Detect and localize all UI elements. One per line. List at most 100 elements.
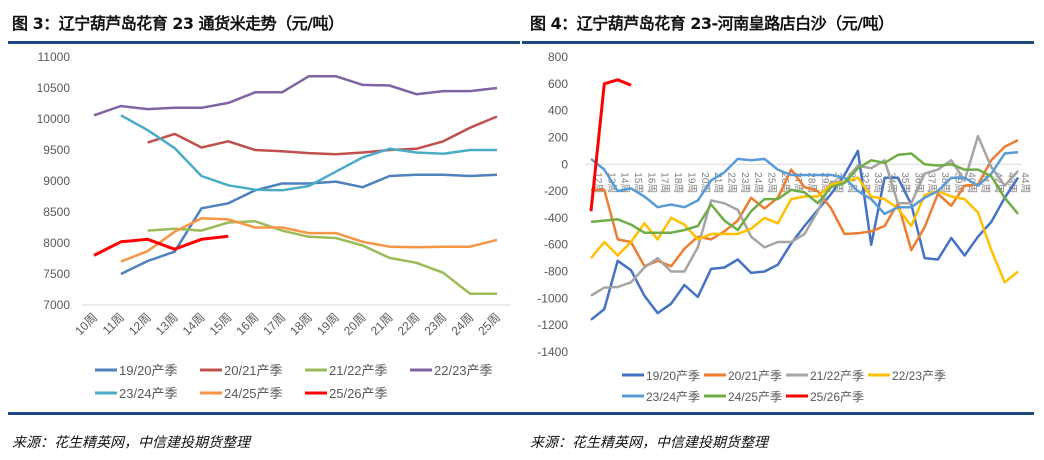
- legend-label: 22/23产季: [434, 363, 493, 378]
- legend-label: 23/24产季: [646, 390, 700, 404]
- x-tick-label: 15周: [207, 310, 235, 338]
- y-tick-label: 200: [548, 130, 568, 144]
- x-tick-label: 12周: [126, 310, 154, 338]
- x-tick-label: 36周: [912, 172, 924, 193]
- x-tick-label: 27周: [792, 172, 804, 193]
- x-tick-label: 17周: [260, 310, 288, 338]
- series-21/22产季: [147, 220, 498, 296]
- y-tick-label: -800: [544, 265, 568, 279]
- x-tick-label: 17周: [659, 172, 671, 193]
- series-line: [120, 216, 498, 263]
- y-tick-label: 400: [548, 104, 568, 118]
- x-tick-label: 18周: [672, 172, 684, 193]
- x-tick-label: 14周: [180, 310, 208, 338]
- x-tick-label: 22周: [395, 310, 423, 338]
- series-line: [93, 74, 498, 117]
- legend-label: 24/25产季: [728, 390, 782, 404]
- y-tick-label: 600: [548, 77, 568, 91]
- x-tick-label: 10周: [72, 310, 100, 338]
- y-tick-label: 10500: [37, 81, 71, 95]
- y-tick-label: 9000: [43, 174, 70, 188]
- legend-item: 25/26产季: [305, 386, 388, 401]
- series-23/24产季: [590, 150, 1019, 216]
- x-tick-label: 44周: [1019, 172, 1031, 193]
- series-line: [589, 78, 632, 212]
- x-tick-label: 15周: [632, 172, 644, 193]
- legend-item: 21/22产季: [305, 363, 388, 378]
- y-tick-label: 8000: [43, 236, 70, 250]
- series-line: [591, 138, 1019, 268]
- x-tick-label: 37周: [926, 172, 938, 193]
- legend-item: 19/20产季: [622, 369, 700, 383]
- legend-label: 25/26产季: [810, 390, 864, 404]
- chart-4-source: 来源：花生精英网，中信建投期货整理: [530, 435, 768, 451]
- y-tick-label: -1000: [537, 291, 568, 305]
- chart-4: -1400 -1200 -1000 -800 -600 -400 -200 0 200 400 60…: [537, 50, 1031, 404]
- series-22/23产季: [93, 74, 498, 117]
- x-tick-label: 13周: [153, 310, 181, 338]
- bottom-rule: [8, 412, 1034, 415]
- legend-item: 19/20产季: [95, 363, 178, 378]
- x-tick-label: 23周: [422, 310, 450, 338]
- legend-item: 21/22产季: [786, 369, 864, 383]
- chart-4-title: 图 4：辽宁葫芦岛花育 23-河南皇路店白沙（元/吨）: [530, 14, 894, 33]
- series-25/26产季: [589, 78, 632, 212]
- x-tick-label: 20周: [699, 172, 711, 193]
- legend-label: 22/23产季: [892, 369, 946, 383]
- legend-item: 23/24产季: [622, 390, 700, 404]
- x-tick-label: 20周: [341, 310, 369, 338]
- series-line: [590, 134, 1019, 297]
- title-rule-right: [522, 41, 1034, 44]
- series-line: [147, 220, 497, 296]
- x-tick-label: 43周: [1006, 172, 1018, 193]
- legend-item: 22/23产季: [410, 363, 493, 378]
- x-tick-label: 22周: [725, 172, 737, 193]
- x-tick-label: 18周: [287, 310, 315, 338]
- legend-label: 24/25产季: [224, 386, 283, 401]
- y-tick-label: 7000: [43, 298, 70, 312]
- y-tick-label: 0: [561, 157, 568, 171]
- legend-label: 19/20产季: [119, 363, 178, 378]
- series-line: [93, 234, 229, 257]
- y-tick-label: 10000: [37, 112, 71, 126]
- legend-label: 25/26产季: [329, 386, 388, 401]
- y-tick-label: -400: [544, 211, 568, 225]
- y-tick-label: 11000: [38, 50, 71, 64]
- x-tick-label: 24周: [752, 172, 764, 193]
- legend-label: 21/22产季: [329, 363, 388, 378]
- x-tick-label: 42周: [992, 172, 1004, 193]
- series-20/21产季: [147, 115, 498, 156]
- series-line: [147, 115, 498, 156]
- series-19/20产季: [120, 173, 498, 276]
- x-tick-label: 19周: [685, 172, 697, 193]
- y-tick-label: 9500: [43, 143, 70, 157]
- series-19/20产季: [590, 149, 1020, 321]
- series-23/24产季: [120, 114, 498, 192]
- legend-item: 25/26产季: [786, 390, 864, 404]
- x-tick-label: 11周: [100, 310, 127, 337]
- legend-label: 23/24产季: [119, 386, 178, 401]
- y-tick-label: -1400: [537, 345, 568, 359]
- x-tick-label: 33周: [872, 172, 884, 193]
- series-24/25产季: [120, 216, 498, 263]
- y-tick-label: -200: [544, 184, 568, 198]
- series-25/26产季: [93, 234, 229, 257]
- legend-label: 19/20产季: [646, 369, 700, 383]
- chart-3-source: 来源：花生精英网，中信建投期货整理: [12, 435, 250, 451]
- x-tick-label: 16周: [645, 172, 657, 193]
- legend-item: 24/25产季: [704, 390, 782, 404]
- x-tick-label: 16周: [233, 310, 261, 338]
- chart-3: 7000 7500 8000 8500 9000 9500 10000 10500 11000 1…: [37, 50, 511, 401]
- series-line: [120, 173, 498, 276]
- x-tick-label: 19周: [314, 310, 342, 338]
- y-tick-label: 7500: [43, 267, 70, 281]
- x-tick-label: 21周: [368, 310, 396, 338]
- legend-label: 20/21产季: [224, 363, 283, 378]
- legend-item: 20/21产季: [704, 369, 782, 383]
- y-tick-label: -600: [544, 238, 568, 252]
- legend-item: 23/24产季: [95, 386, 178, 401]
- y-tick-label: 8500: [43, 205, 70, 219]
- series-20/21产季: [590, 138, 1019, 268]
- x-tick-label: 25周: [765, 172, 777, 193]
